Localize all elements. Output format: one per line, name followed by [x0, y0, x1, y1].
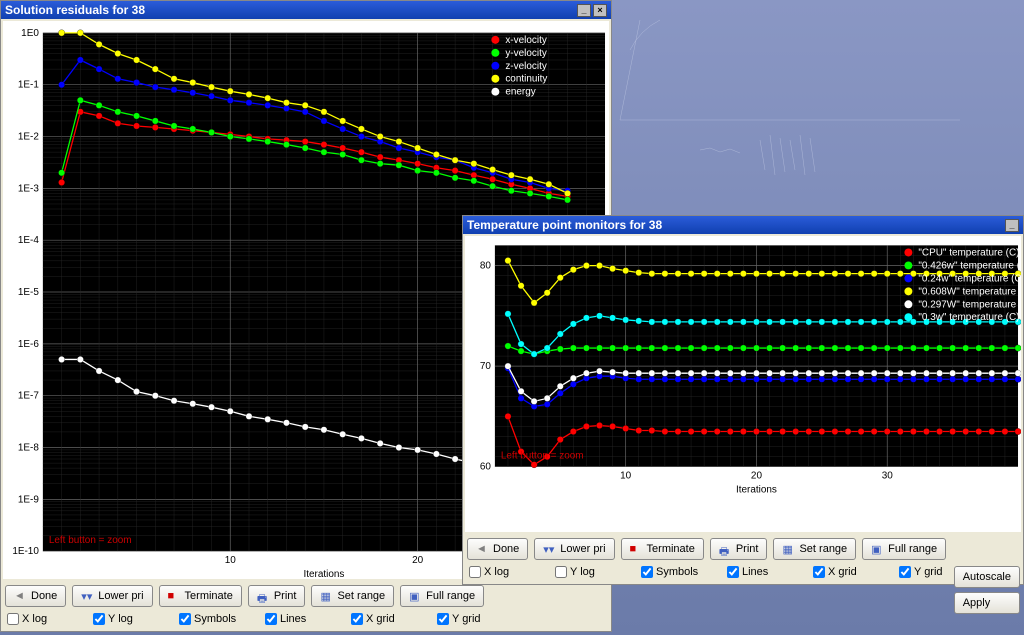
- y-grid-checkbox[interactable]: Y grid: [437, 613, 517, 625]
- svg-text:1E-5: 1E-5: [18, 287, 39, 298]
- terminate-button[interactable]: ■Terminate: [159, 585, 242, 607]
- terminate-button[interactable]: ■Terminate: [621, 538, 704, 560]
- svg-text:"CPU" temperature (C): "CPU" temperature (C): [918, 247, 1019, 258]
- svg-text:1E-3: 1E-3: [18, 183, 39, 194]
- range-icon: ▦: [782, 543, 795, 556]
- svg-text:1E-6: 1E-6: [18, 339, 39, 350]
- svg-text:10: 10: [620, 471, 632, 482]
- print-button[interactable]: 🖶Print: [248, 585, 306, 607]
- stop-red-icon: ■: [168, 590, 181, 603]
- svg-text:80: 80: [480, 261, 492, 272]
- svg-text:"0.3w" temperature (C): "0.3w" temperature (C): [918, 312, 1019, 323]
- svg-text:Left button = zoom: Left button = zoom: [49, 535, 132, 546]
- set-range-button[interactable]: ▦Set range: [773, 538, 856, 560]
- svg-text:"0.608W" temperature (C): "0.608W" temperature (C): [918, 286, 1021, 297]
- temperature-chart-area[interactable]: 80 70 60 10 20 30 Iterations "CPU" temperature …: [465, 236, 1021, 532]
- y-log-checkbox[interactable]: Y log: [93, 613, 173, 625]
- svg-text:1E-9: 1E-9: [18, 494, 39, 505]
- svg-text:"0.24w" temperature (C): "0.24w" temperature (C): [918, 273, 1021, 284]
- stop-red-icon: ■: [630, 543, 643, 556]
- apply-button[interactable]: Apply: [954, 592, 1020, 614]
- printer-icon: 🖶: [719, 543, 732, 556]
- arrow-left-icon: ◄: [14, 590, 27, 603]
- svg-text:1E-2: 1E-2: [18, 132, 39, 143]
- autoscale-button[interactable]: Autoscale: [954, 566, 1020, 588]
- temperature-titlebar[interactable]: Temperature point monitors for 38 _: [463, 216, 1023, 234]
- svg-text:70: 70: [480, 361, 492, 372]
- svg-text:Iterations: Iterations: [303, 569, 344, 579]
- close-button[interactable]: ×: [593, 4, 607, 17]
- svg-text:60: 60: [480, 462, 492, 473]
- svg-text:20: 20: [412, 555, 424, 566]
- temperature-title: Temperature point monitors for 38: [467, 218, 662, 232]
- symbols-checkbox[interactable]: Symbols: [641, 566, 721, 578]
- temperature-chart-svg: 80 70 60 10 20 30 Iterations "CPU" temperature …: [465, 236, 1021, 532]
- lines-checkbox[interactable]: Lines: [727, 566, 807, 578]
- fullrange-icon: ▣: [871, 543, 884, 556]
- residuals-button-row: ◄Done ▾▾Lower pri ■Terminate 🖶Print▦Set ran…: [1, 581, 611, 611]
- x-grid-checkbox[interactable]: X grid: [351, 613, 431, 625]
- temperature-button-row: ◄Done ▾▾Lower pri ■Terminate 🖶Print▦Set ran…: [463, 534, 1023, 564]
- lower-pri-button[interactable]: ▾▾Lower pri: [534, 538, 614, 560]
- svg-text:1E-8: 1E-8: [18, 443, 39, 454]
- svg-text:continuity: continuity: [505, 74, 547, 85]
- svg-text:1E-7: 1E-7: [18, 391, 39, 402]
- range-icon: ▦: [320, 590, 333, 603]
- svg-text:energy: energy: [505, 87, 535, 98]
- lines-checkbox[interactable]: Lines: [265, 613, 345, 625]
- x-log-checkbox[interactable]: X log: [469, 566, 549, 578]
- svg-text:1E-10: 1E-10: [12, 546, 39, 557]
- y-log-checkbox[interactable]: Y log: [555, 566, 635, 578]
- svg-text:30: 30: [882, 471, 894, 482]
- temperature-window: Temperature point monitors for 38 _ 80 70…: [462, 215, 1024, 585]
- print-button[interactable]: 🖶Print: [710, 538, 768, 560]
- chevrons-down-icon: ▾▾: [81, 590, 94, 603]
- minimize-button[interactable]: _: [577, 4, 591, 17]
- svg-text:1E0: 1E0: [21, 28, 39, 39]
- svg-text:"0.297W" temperature (C): "0.297W" temperature (C): [918, 299, 1021, 310]
- side-button-panel: Autoscale Apply: [954, 566, 1020, 614]
- svg-text:1E-1: 1E-1: [18, 80, 39, 91]
- set-range-button[interactable]: ▦Set range: [311, 585, 394, 607]
- full-range-button[interactable]: ▣Full range: [400, 585, 484, 607]
- residuals-titlebar[interactable]: Solution residuals for 38 _ ×: [1, 1, 611, 19]
- svg-text:y-velocity: y-velocity: [505, 48, 547, 59]
- symbols-checkbox[interactable]: Symbols: [179, 613, 259, 625]
- printer-icon: 🖶: [257, 590, 270, 603]
- svg-text:10: 10: [225, 555, 237, 566]
- done-button[interactable]: ◄Done: [5, 585, 66, 607]
- minimize-button[interactable]: _: [1005, 219, 1019, 232]
- svg-text:z-velocity: z-velocity: [505, 61, 547, 72]
- fullrange-icon: ▣: [409, 590, 422, 603]
- svg-text:"0.426w" temperature (C): "0.426w" temperature (C): [918, 260, 1021, 271]
- svg-text:Iterations: Iterations: [736, 485, 777, 496]
- residuals-check-row: X log Y log Symbols Lines X grid Y grid: [1, 611, 611, 631]
- x-log-checkbox[interactable]: X log: [7, 613, 87, 625]
- lower-pri-button[interactable]: ▾▾Lower pri: [72, 585, 152, 607]
- svg-text:1E-4: 1E-4: [18, 235, 39, 246]
- residuals-title: Solution residuals for 38: [5, 3, 145, 17]
- svg-text:20: 20: [751, 471, 763, 482]
- svg-text:Left button = zoom: Left button = zoom: [501, 451, 584, 462]
- full-range-button[interactable]: ▣Full range: [862, 538, 946, 560]
- svg-text:x-velocity: x-velocity: [505, 35, 547, 46]
- x-grid-checkbox[interactable]: X grid: [813, 566, 893, 578]
- done-button[interactable]: ◄Done: [467, 538, 528, 560]
- arrow-left-icon: ◄: [476, 543, 489, 556]
- chevrons-down-icon: ▾▾: [543, 543, 556, 556]
- temperature-check-row: X logY logSymbolsLinesX gridY grid: [463, 564, 1023, 584]
